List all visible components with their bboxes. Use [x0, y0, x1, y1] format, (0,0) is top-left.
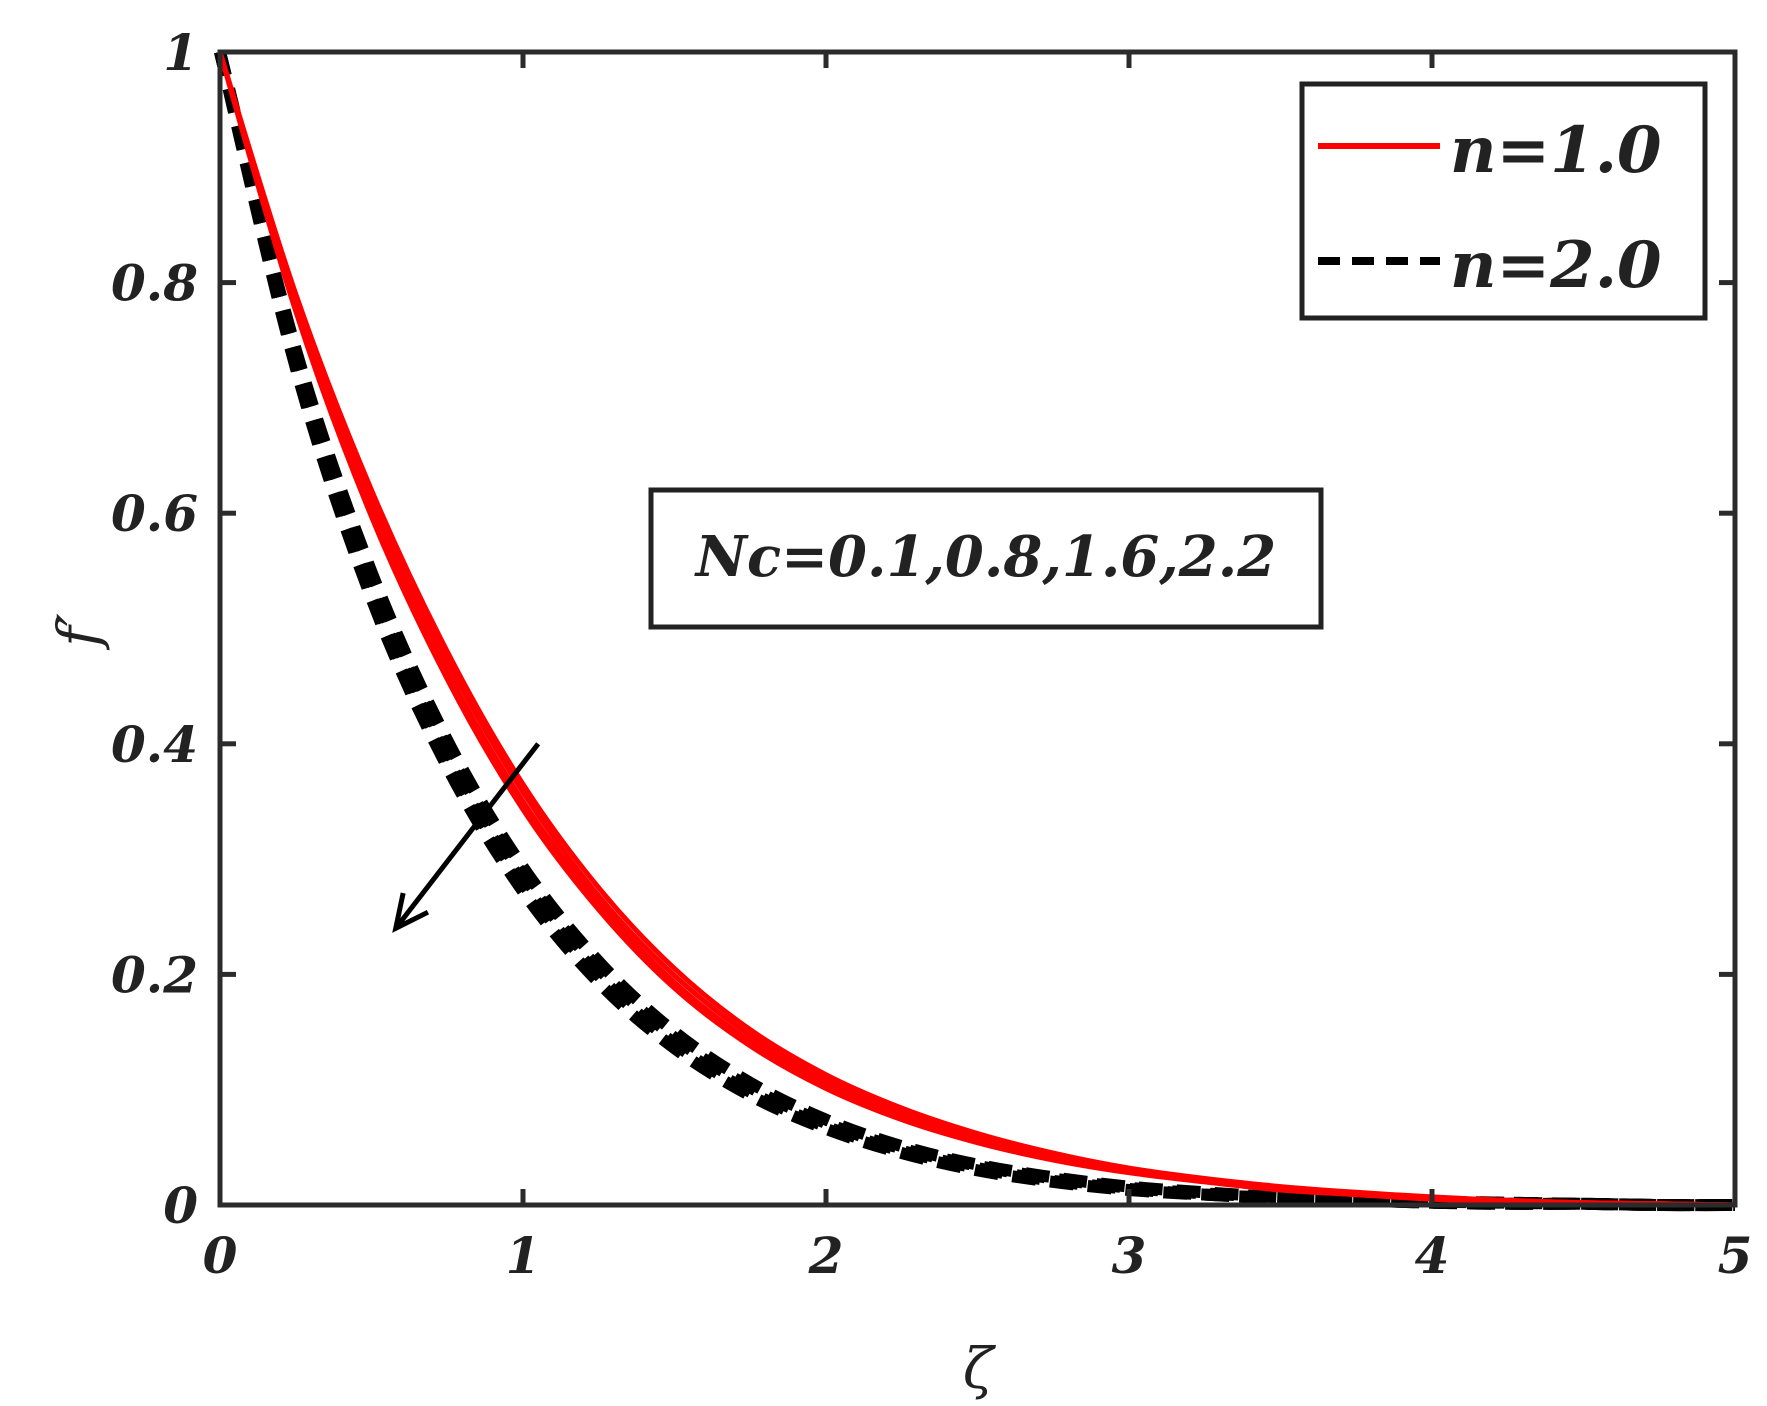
- y-tick-label: 0.4: [111, 715, 198, 774]
- legend-label-2: n=2.0: [1450, 228, 1662, 303]
- arrow-shaft: [393, 742, 541, 930]
- y-axis-label: f′: [47, 613, 112, 651]
- x-tick-label: 1: [506, 1226, 541, 1285]
- y-tick-label: 0.2: [111, 945, 198, 1004]
- axis-ticks: 0 1 2 3 4 5 0 0.2 0.4 0.6 0.8 1: [111, 23, 1752, 1285]
- legend-label-1: n=1.0: [1450, 113, 1662, 188]
- y-tick-label: 1: [163, 23, 198, 82]
- y-tick-label: 0: [163, 1176, 198, 1235]
- legend-frame: [1299, 81, 1708, 321]
- x-tick-label: 0: [203, 1226, 238, 1285]
- curve-10-nc-2-2: [217, 51, 1736, 1208]
- x-axis-label: ζ: [963, 1337, 997, 1402]
- y-tick-label: 0.8: [111, 254, 198, 313]
- annotation-box: Nc=0.1,0.8,1.6,2.2: [648, 487, 1324, 630]
- annotation-label: Nc=0.1,0.8,1.6,2.2: [694, 524, 1276, 590]
- y-tick-label: 0.6: [111, 484, 198, 543]
- x-tick-label: 4: [1415, 1226, 1450, 1285]
- x-tick-label: 2: [808, 1226, 844, 1285]
- arrow-head: [392, 892, 430, 933]
- legend: n=1.0 n=2.0: [1299, 81, 1708, 321]
- x-tick-label: 3: [1112, 1226, 1147, 1285]
- axes-frame: [217, 49, 1738, 1208]
- x-tick-label: 5: [1718, 1226, 1753, 1285]
- annotation-frame: [648, 487, 1324, 630]
